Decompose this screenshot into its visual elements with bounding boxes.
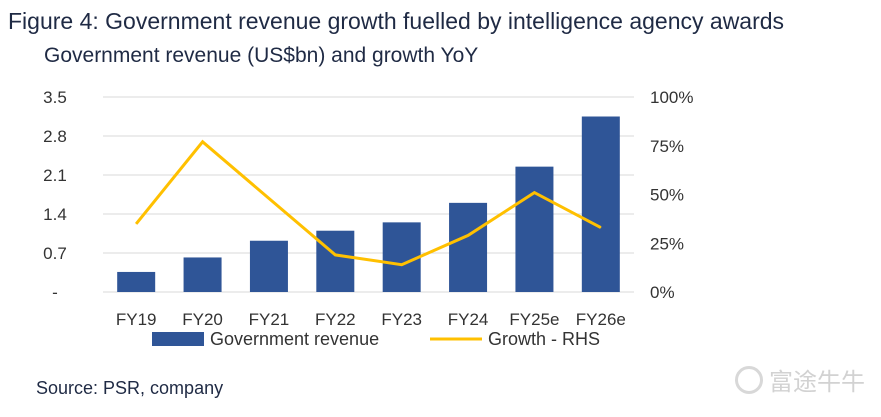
watermark-text: 富途牛牛	[769, 369, 865, 396]
line-point	[401, 264, 403, 266]
bar	[117, 271, 156, 292]
right-tick-label: 50%	[650, 186, 684, 205]
line-point	[467, 234, 469, 236]
x-category-label: FY21	[249, 310, 290, 329]
left-tick-label: 2.1	[43, 166, 67, 185]
bar	[183, 257, 222, 292]
line-point	[533, 192, 535, 194]
bar-series	[117, 116, 620, 292]
legend: Government revenue Growth - RHS	[152, 329, 600, 349]
legend-bar-swatch	[152, 332, 204, 346]
right-tick-label: 25%	[650, 234, 684, 253]
left-axis-ticks: - 0.7 1.4 2.1 2.8 3.5	[43, 88, 67, 302]
x-axis-categories: FY19 FY20 FY21 FY22 FY23 FY24 FY25e FY26e	[116, 310, 626, 329]
bar	[449, 202, 488, 292]
watermark: 富途牛牛	[735, 362, 865, 397]
bar	[316, 230, 355, 292]
watermark-logo-icon	[735, 365, 763, 394]
right-tick-label: 100%	[650, 88, 693, 107]
figure-title: Figure 4: Government revenue growth fuel…	[8, 8, 785, 34]
source-note: Source: PSR, company	[36, 378, 224, 398]
x-category-label: FY23	[381, 310, 422, 329]
left-tick-label: -	[52, 283, 58, 302]
left-tick-label: 1.4	[43, 205, 67, 224]
line-point	[600, 227, 602, 229]
line-point	[334, 254, 336, 256]
bar	[515, 166, 554, 292]
x-category-label: FY24	[448, 310, 489, 329]
legend-line-label: Growth - RHS	[488, 329, 600, 349]
bar	[249, 240, 288, 292]
line-point	[202, 141, 204, 143]
x-category-label: FY22	[315, 310, 356, 329]
right-axis-ticks: 0% 25% 50% 75% 100%	[650, 88, 693, 302]
x-category-label: FY26e	[576, 310, 626, 329]
left-tick-label: 3.5	[43, 88, 67, 107]
gridlines	[103, 96, 634, 293]
right-tick-label: 0%	[650, 283, 675, 302]
growth-line	[135, 139, 602, 267]
bar	[581, 116, 620, 292]
legend-bar-label: Government revenue	[210, 329, 379, 349]
x-category-label: FY19	[116, 310, 157, 329]
figure-subtitle: Government revenue (US$bn) and growth Yo…	[44, 44, 479, 67]
left-tick-label: 2.8	[43, 127, 67, 146]
line-series	[135, 139, 602, 267]
line-point	[268, 197, 270, 199]
right-tick-label: 75%	[650, 137, 684, 156]
x-category-label: FY25e	[509, 310, 559, 329]
x-category-label: FY20	[182, 310, 223, 329]
left-tick-label: 0.7	[43, 244, 67, 263]
bar	[382, 222, 421, 292]
line-point	[135, 223, 137, 225]
